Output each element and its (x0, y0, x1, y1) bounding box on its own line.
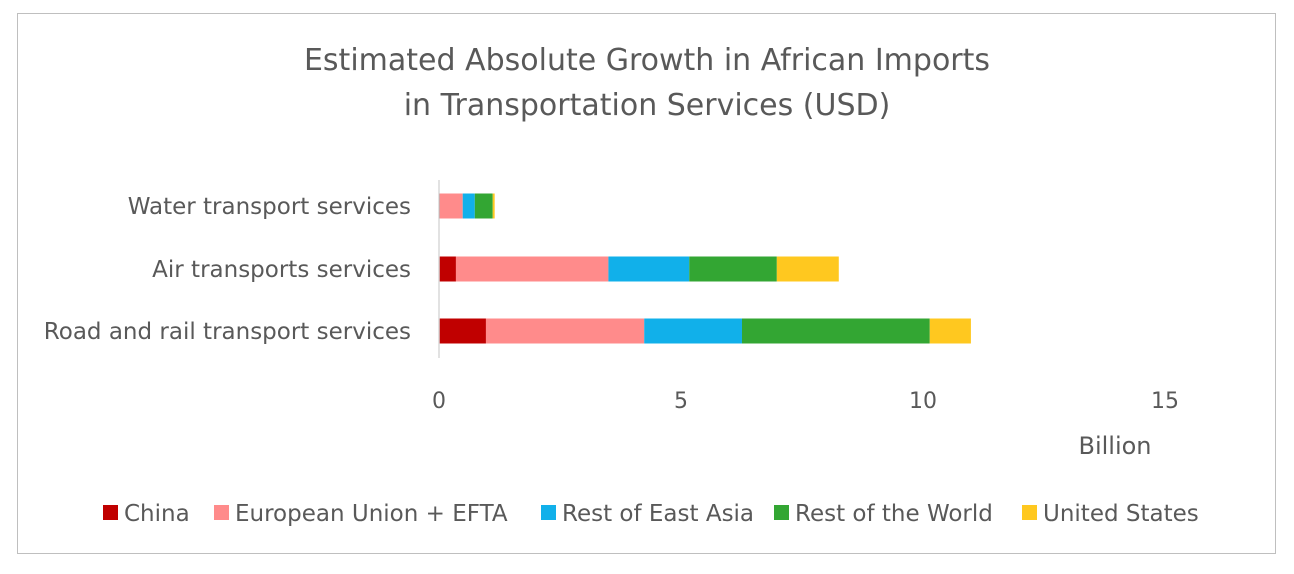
legend-item-2: Rest of East Asia (541, 501, 754, 527)
bar-segment-2-3 (741, 318, 930, 344)
bar-segment-0-1 (439, 193, 463, 219)
bar-segment-0-2 (462, 193, 475, 219)
chart-title-line-2: in Transportation Services (USD) (404, 88, 891, 123)
legend-item-0: China (103, 501, 190, 527)
legend-swatch-3 (774, 505, 789, 520)
chart-title: Estimated Absolute Growth in African Imp… (304, 43, 990, 123)
bar-segment-1-2 (608, 256, 690, 282)
category-label-1: Air transports services (152, 257, 411, 283)
chart-title-line-1: Estimated Absolute Growth in African Imp… (304, 43, 990, 78)
legend-label-0: China (124, 501, 190, 527)
bar-segment-1-1 (455, 256, 609, 282)
legend-item-3: Rest of the World (774, 501, 993, 527)
bar-segment-2-1 (485, 318, 645, 344)
legend-label-1: European Union + EFTA (235, 501, 508, 527)
legend-swatch-4 (1022, 505, 1037, 520)
legend-item-1: European Union + EFTA (214, 501, 508, 527)
x-axis-unit-label: Billion (1078, 432, 1151, 460)
x-tick-labels: 0 5 10 15 (432, 389, 1179, 414)
bar-segment-2-0 (439, 318, 486, 344)
legend-label-4: United States (1043, 501, 1199, 527)
legend-swatch-1 (214, 505, 229, 520)
category-label-0: Water transport services (128, 194, 411, 220)
chart-frame (17, 13, 1276, 554)
x-tick-label-1: 5 (674, 389, 688, 414)
bar-segment-2-4 (929, 318, 971, 344)
bar-segment-0-4 (492, 193, 495, 219)
legend-swatch-2 (541, 505, 556, 520)
x-tick-label-3: 15 (1151, 389, 1179, 414)
legend-label-2: Rest of East Asia (562, 501, 754, 527)
legend: China European Union + EFTA Rest of East A… (103, 501, 1199, 527)
x-tick-label-2: 10 (909, 389, 937, 414)
bar-segment-0-3 (474, 193, 493, 219)
category-labels: Water transport services Air transports s… (44, 194, 411, 345)
category-label-2: Road and rail transport services (44, 319, 411, 345)
x-tick-label-0: 0 (432, 389, 446, 414)
legend-label-3: Rest of the World (795, 501, 993, 527)
chart-bars (439, 193, 971, 344)
bar-segment-1-3 (689, 256, 777, 282)
bar-segment-1-0 (439, 256, 456, 282)
legend-swatch-0 (103, 505, 118, 520)
bar-segment-1-4 (776, 256, 839, 282)
legend-item-4: United States (1022, 501, 1199, 527)
bar-segment-2-2 (644, 318, 742, 344)
